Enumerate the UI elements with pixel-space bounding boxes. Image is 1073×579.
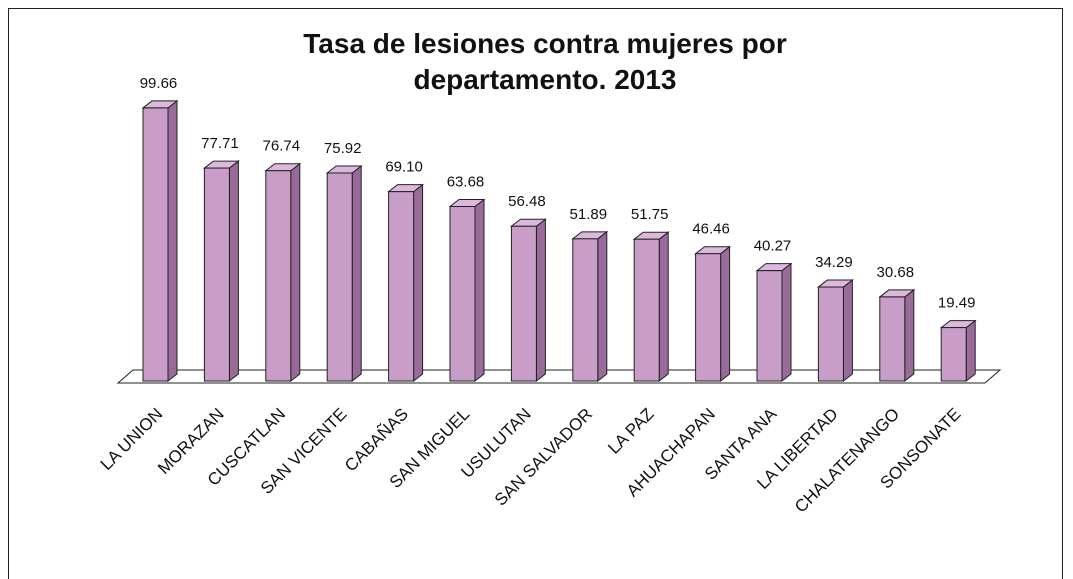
bar-side <box>658 231 669 383</box>
x-tick-label: LA PAZ <box>604 404 657 457</box>
value-label: 51.89 <box>570 206 608 223</box>
bar-front <box>633 238 660 382</box>
bar-front <box>756 270 783 382</box>
bar-front <box>817 286 844 382</box>
bar-front <box>449 206 476 382</box>
value-label: 76.74 <box>263 138 301 155</box>
value-label: 46.46 <box>692 221 730 238</box>
bar-side <box>842 279 853 383</box>
bar-side <box>290 162 301 383</box>
bar <box>264 162 302 383</box>
chart-title: Tasa de lesiones contra mujeres por depa… <box>303 28 787 95</box>
bar-side <box>720 245 731 383</box>
value-label: 30.68 <box>877 264 915 281</box>
bar <box>325 164 363 383</box>
value-label: 75.92 <box>324 140 362 157</box>
x-tick-label: CHALATENANGO <box>791 404 903 516</box>
bar <box>141 99 179 383</box>
bar-side <box>351 164 362 383</box>
bar-front <box>879 296 906 382</box>
bar-side <box>781 262 792 383</box>
value-label: 40.27 <box>754 238 792 255</box>
bar-front <box>510 225 537 382</box>
bar-front <box>142 107 169 382</box>
bar <box>878 288 916 383</box>
bar-side <box>597 230 608 383</box>
chart-frame <box>8 8 1063 579</box>
bar-side <box>535 218 546 383</box>
bar-side <box>228 160 239 383</box>
bar-front <box>572 238 599 382</box>
bar <box>694 245 732 383</box>
bar-side <box>474 198 485 383</box>
bar <box>448 198 486 383</box>
value-label: 63.68 <box>447 174 485 191</box>
bar-side <box>904 288 915 383</box>
bar-front <box>203 167 230 382</box>
bar-front <box>695 253 722 382</box>
bar <box>632 231 670 383</box>
bar-front <box>940 327 967 382</box>
bar-side <box>167 99 178 383</box>
bar <box>939 319 977 383</box>
bar <box>509 218 547 383</box>
bar-front <box>388 191 415 382</box>
bar-side <box>965 319 976 383</box>
bar <box>571 230 609 383</box>
value-label: 77.71 <box>201 135 239 152</box>
value-label: 56.48 <box>508 193 546 210</box>
bar-front <box>265 170 292 382</box>
value-label: 34.29 <box>815 254 853 271</box>
value-label: 99.66 <box>140 75 178 92</box>
value-label: 19.49 <box>938 295 976 312</box>
value-label: 51.75 <box>631 206 669 223</box>
bar <box>202 160 240 383</box>
bar-side <box>413 183 424 383</box>
value-label: 69.10 <box>385 159 423 176</box>
bar <box>755 262 793 383</box>
bar <box>387 183 425 383</box>
floor <box>116 369 1002 384</box>
bar-front <box>326 172 353 382</box>
bar <box>816 279 854 383</box>
